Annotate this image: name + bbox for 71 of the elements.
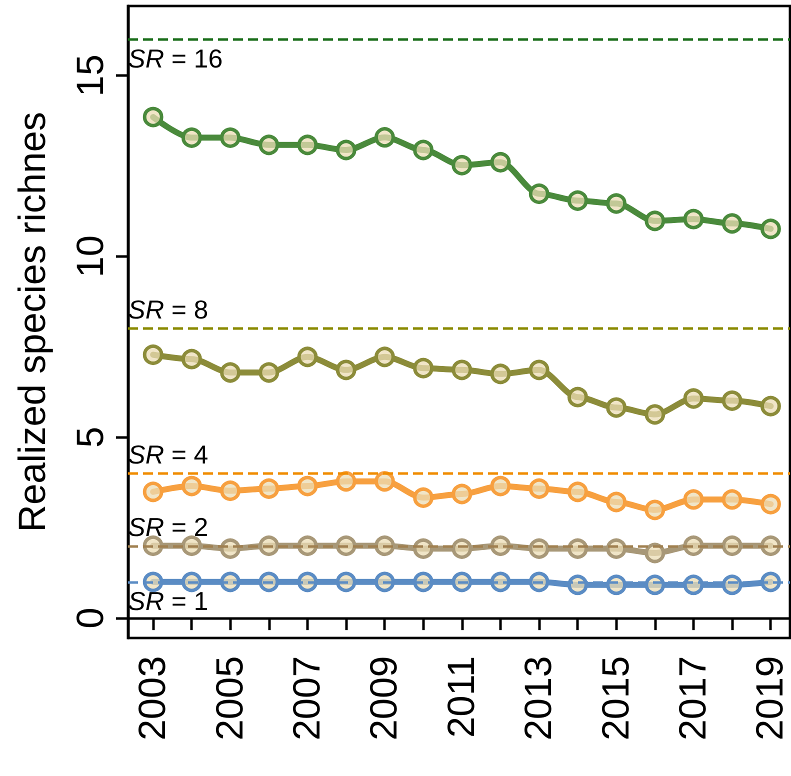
point	[452, 360, 472, 380]
point	[567, 482, 588, 502]
point	[220, 127, 241, 148]
point	[452, 154, 472, 176]
point	[413, 487, 434, 508]
y-tick-label: 15	[70, 54, 112, 97]
point	[528, 478, 550, 499]
ref-line-label: SR = 16	[128, 43, 223, 74]
point	[528, 184, 550, 204]
point	[683, 388, 704, 409]
y-tick-label: 0	[70, 608, 112, 629]
point	[760, 218, 781, 240]
point	[336, 471, 356, 492]
ref-line-label: SR = 2	[128, 512, 208, 542]
point	[490, 476, 511, 496]
x-tick-label: 2011	[440, 656, 483, 738]
point	[644, 500, 666, 520]
point	[606, 193, 627, 214]
point	[567, 386, 588, 408]
point	[258, 134, 280, 156]
point	[683, 208, 704, 230]
point	[142, 482, 164, 502]
point	[297, 476, 318, 496]
x-tick-label: 2013	[518, 656, 560, 741]
point	[490, 152, 511, 173]
point	[722, 390, 742, 411]
point	[683, 489, 704, 510]
point	[142, 106, 164, 128]
point	[297, 134, 318, 156]
point	[374, 346, 395, 368]
point	[413, 358, 434, 378]
x-tick-label: 2015	[595, 656, 638, 741]
ref-line-label: SR = 1	[128, 586, 208, 616]
point	[644, 210, 666, 232]
y-axis-title: Realized species richnes	[12, 112, 54, 532]
y-tick-label: 5	[70, 426, 112, 448]
point	[722, 489, 742, 510]
point	[644, 404, 666, 425]
point	[181, 348, 202, 370]
point	[644, 542, 666, 564]
point	[722, 213, 742, 234]
x-tick-label: 2009	[364, 656, 406, 741]
point	[336, 360, 356, 380]
x-tick-label: 2003	[132, 656, 174, 741]
point	[606, 397, 627, 418]
y-tick-label: 10	[70, 235, 112, 278]
point	[567, 190, 588, 211]
x-tick-label: 2005	[209, 656, 252, 741]
point	[374, 471, 395, 492]
point	[760, 494, 781, 514]
x-tick-label: 2017	[672, 656, 714, 741]
point	[413, 140, 434, 160]
point	[297, 346, 318, 368]
point	[528, 360, 550, 380]
point	[374, 127, 395, 148]
point	[452, 484, 472, 504]
x-tick-label: 2019	[750, 656, 791, 741]
point	[760, 396, 781, 416]
point	[142, 344, 164, 365]
point	[490, 364, 511, 384]
point	[258, 478, 280, 499]
point	[181, 476, 202, 496]
ref-line-label: SR = 4	[128, 439, 208, 470]
point	[220, 480, 241, 502]
point	[258, 362, 280, 383]
point	[606, 492, 627, 512]
point	[336, 140, 356, 160]
ref-line-label: SR = 8	[128, 294, 208, 325]
x-tick-label: 2007	[286, 656, 328, 741]
point	[181, 127, 202, 148]
point	[220, 362, 241, 383]
